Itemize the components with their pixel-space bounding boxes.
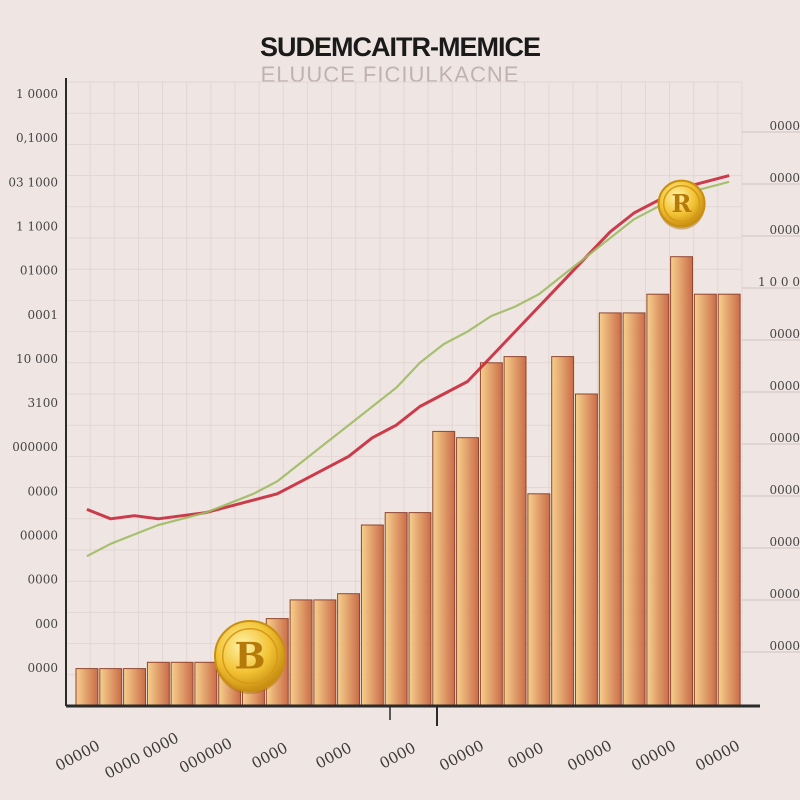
y-tick-label: 0000 [27, 484, 58, 498]
bar [170, 661, 194, 707]
y-tick-label: 00000 [20, 529, 58, 543]
x-tick-label: 00000 [692, 736, 743, 774]
y-tick-label: 10 000 [16, 352, 58, 366]
bar [432, 430, 456, 707]
right-tick-label: 1 0 0 0 [758, 275, 800, 289]
y-tick-label: 0000 [27, 573, 58, 587]
bar [527, 493, 551, 707]
bar [456, 437, 480, 707]
right-tick-label: 0000 [769, 483, 800, 497]
x-tick-label: 000000 [176, 734, 235, 777]
bar [479, 362, 503, 707]
bar [693, 293, 717, 707]
right-tick-label: 0000 [769, 223, 800, 237]
x-tick-label: 0000 [313, 739, 355, 773]
bar [717, 293, 741, 707]
y-tick-label: 1 1000 [16, 220, 58, 234]
series-line [86, 180, 730, 558]
right-tick-label: 0000 [769, 327, 800, 341]
x-tick-label: 00000 [52, 736, 103, 774]
y-tick-label: 01000 [20, 264, 58, 278]
chart-title: SUDEMCAITR-MEMICE [260, 32, 541, 62]
bar [551, 356, 575, 707]
bar [146, 661, 170, 707]
chart-subtitle: ELUUCE FICIULKACNE [260, 62, 520, 87]
coin-face [214, 620, 286, 692]
y-tick-label: 000000 [12, 440, 58, 454]
bar [622, 312, 646, 707]
bar [646, 293, 670, 707]
x-tick-label: 0000 [377, 739, 419, 773]
right-tick-label: 0000 [769, 431, 800, 445]
right-tick-label: 0000 [769, 171, 800, 185]
right-tick-label: 0000 [769, 587, 800, 601]
bar [99, 668, 123, 707]
coin-rim [662, 184, 701, 223]
right-tick-label: 0000 [769, 639, 800, 653]
coin-icon: B [214, 620, 286, 694]
coin-symbol: B [234, 634, 265, 678]
bar [360, 524, 384, 707]
y-tick-label: 3100 [27, 396, 58, 410]
coin-face [657, 179, 706, 228]
coin-rim [221, 627, 279, 685]
right-tick-label: 0000 [769, 119, 800, 133]
x-tick-label: 00000 [436, 736, 487, 774]
bar [384, 512, 408, 707]
y-tick-label: 0000 [27, 661, 58, 675]
coin-icon: R [657, 179, 706, 230]
x-tick-label: 00000 [564, 736, 615, 774]
right-tick-label: 0000 [769, 535, 800, 549]
y-tick-label: 03 1000 [8, 175, 58, 189]
bar [337, 593, 361, 707]
right-tick-label: 0000 [769, 379, 800, 393]
bar [194, 661, 218, 707]
coin-symbol: R [672, 189, 693, 218]
bar [313, 599, 337, 707]
y-tick-label: 0,1000 [16, 131, 58, 145]
x-tick-label: 0000 [249, 739, 291, 773]
bar [503, 356, 527, 707]
y-tick-label: 000 [35, 617, 58, 631]
x-tick-label: 0000 [505, 739, 547, 773]
bar [408, 512, 432, 707]
y-tick-label: 1 0000 [16, 87, 58, 101]
bar [289, 599, 313, 707]
y-tick-label: 0001 [27, 308, 58, 322]
bar [598, 312, 622, 707]
bar [75, 668, 99, 707]
bar [123, 668, 146, 707]
x-tick-label: 00000 [628, 736, 679, 774]
bar [670, 256, 693, 707]
series-line [86, 174, 730, 521]
x-tick-label: 0000 0000 [102, 729, 182, 783]
bar [575, 393, 598, 707]
